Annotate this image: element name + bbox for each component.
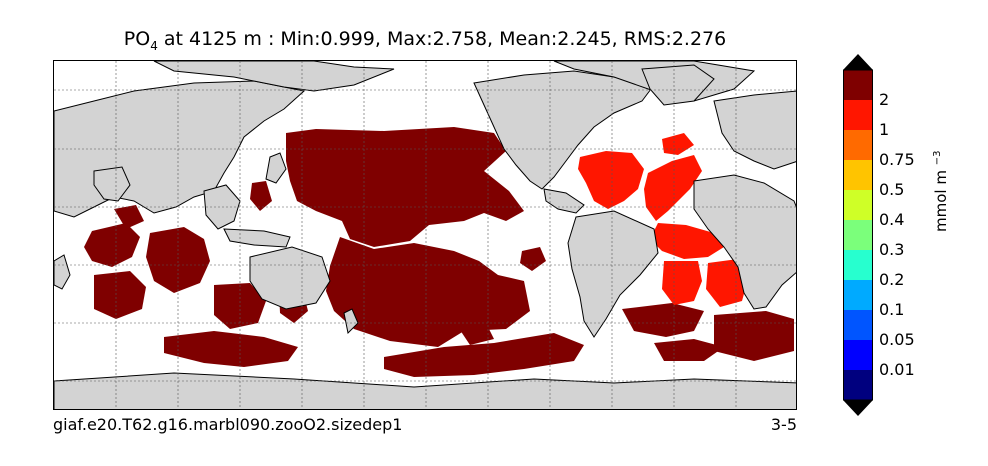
colorbar-bin xyxy=(843,130,873,161)
panel-id-label: 3-5 xyxy=(770,415,797,434)
japan xyxy=(265,152,287,184)
colorbar-bin xyxy=(843,370,873,401)
colorbar-tick-label: 0.01 xyxy=(879,360,915,379)
colorbar-bin xyxy=(843,310,873,341)
case-name-label: giaf.e20.T62.g16.marbl090.zooO2.sizedep1 xyxy=(53,415,403,434)
po4-mid-regions xyxy=(578,133,748,307)
southern-ocean-pacific-high xyxy=(384,333,584,377)
colorbar-extend-max xyxy=(843,54,873,70)
indian-subcontinent xyxy=(93,166,131,202)
patch-small-1 xyxy=(114,205,144,229)
south-atlantic-mid-west xyxy=(662,261,702,305)
madagascar xyxy=(54,254,71,290)
world-map xyxy=(54,61,796,409)
colorbar-tick-label: 0.5 xyxy=(879,180,905,199)
colorbar-bin xyxy=(843,340,873,371)
colorbar-bin xyxy=(843,160,873,191)
colorbar-units: mmol m −3 xyxy=(932,150,950,232)
colorbar-segments xyxy=(843,54,873,416)
indonesia-islands xyxy=(223,228,291,248)
map-title: PO4 at 4125 m : Min:0.999, Max:2.758, Me… xyxy=(123,28,727,53)
colorbar-bin xyxy=(843,220,873,251)
map-gridlines xyxy=(54,61,796,409)
map-panel xyxy=(53,60,797,410)
colorbar-extend-min xyxy=(843,400,873,416)
north-pacific-high xyxy=(286,127,524,247)
po4-high-regions xyxy=(84,127,794,377)
colorbar xyxy=(843,54,873,416)
indian-ocean-high-3 xyxy=(94,271,146,319)
colorbar-tick-label: 1 xyxy=(879,120,890,139)
north-atlantic-mid-north xyxy=(662,133,694,155)
south-atlantic-high xyxy=(622,303,704,337)
colorbar-tick-label: 0.1 xyxy=(879,300,905,319)
south-pacific-high xyxy=(326,237,530,347)
south-atlantic-mid-east xyxy=(706,259,748,307)
colorbar-tick-label: 0.75 xyxy=(879,150,915,169)
indian-ocean-high-1 xyxy=(84,223,140,267)
southern-atlantic-high xyxy=(714,311,794,361)
colorbar-bin xyxy=(843,100,873,131)
colorbar-bin xyxy=(843,250,873,281)
patch-small-3 xyxy=(458,323,494,345)
colorbar-bin xyxy=(843,190,873,221)
atlantic-south-high-2 xyxy=(654,339,724,361)
indian-ocean-high-2 xyxy=(146,227,210,293)
north-atlantic-mid-west xyxy=(578,151,644,209)
colorbar-tick-label: 0.4 xyxy=(879,210,905,229)
colorbar-tick-label: 0.2 xyxy=(879,270,905,289)
africa xyxy=(693,174,796,310)
colorbar-bin xyxy=(843,70,873,101)
colorbar-tick-label: 2 xyxy=(879,90,890,109)
north-atlantic-mid-east xyxy=(644,155,702,221)
japan-sea-high xyxy=(250,181,272,211)
greenland xyxy=(641,64,715,106)
southern-indian-high xyxy=(164,331,298,367)
atlantic-equatorial-mid xyxy=(650,223,724,259)
eurasia-north xyxy=(153,61,395,92)
colorbar-tick-label: 0.3 xyxy=(879,240,905,259)
colorbar-tick-label: 0.05 xyxy=(879,330,915,349)
antarctica xyxy=(54,372,796,409)
colorbar-bin xyxy=(843,280,873,311)
europe-east xyxy=(713,90,796,170)
south-america xyxy=(567,210,659,338)
